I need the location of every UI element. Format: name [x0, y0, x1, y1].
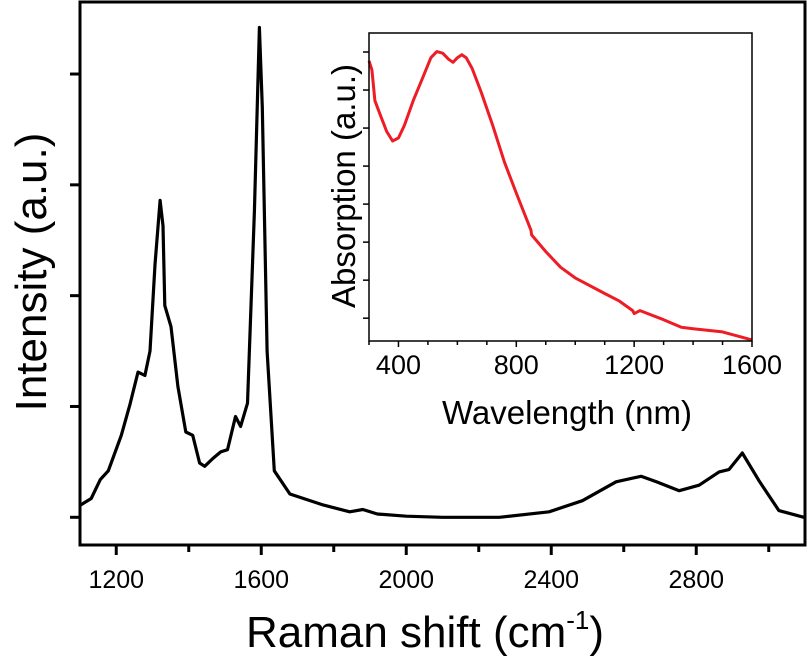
main-axis-ticks: 1200 1600 2000 2400 2800 — [70, 72, 771, 594]
main-x-axis-label-suffix: ) — [589, 608, 604, 657]
main-x-tick-label: 2400 — [523, 566, 579, 594]
main-x-axis-label-superscript: -1 — [566, 605, 589, 635]
inset-x-tick-label: 1200 — [604, 350, 664, 380]
absorption-spectrum-line — [367, 50, 753, 342]
main-x-axis-label: Raman shift (cm-1) — [246, 605, 604, 657]
main-plot-frame — [78, 0, 807, 547]
main-x-tick-label: 1600 — [233, 566, 289, 594]
main-x-tick-label: 2800 — [668, 566, 724, 594]
inset-x-tick-label: 800 — [494, 350, 539, 380]
inset-y-axis-label: Absorption (a.u.) — [325, 64, 362, 308]
main-x-tick-label: 2000 — [378, 566, 434, 594]
raman-spectrum-line — [79, 25, 805, 519]
inset-x-tick-label: 1600 — [722, 350, 782, 380]
inset-plot-frame — [368, 32, 753, 342]
main-x-tick-label: 1200 — [88, 566, 144, 594]
main-x-axis-label-text: Raman shift (cm — [246, 608, 566, 657]
inset-axis-ticks: 400 800 1200 1600 — [363, 51, 782, 380]
inset-x-tick-label: 400 — [376, 350, 421, 380]
main-y-axis-label: Intensity (a.u.) — [7, 133, 56, 412]
inset-x-axis-label: Wavelength (nm) — [442, 394, 692, 431]
